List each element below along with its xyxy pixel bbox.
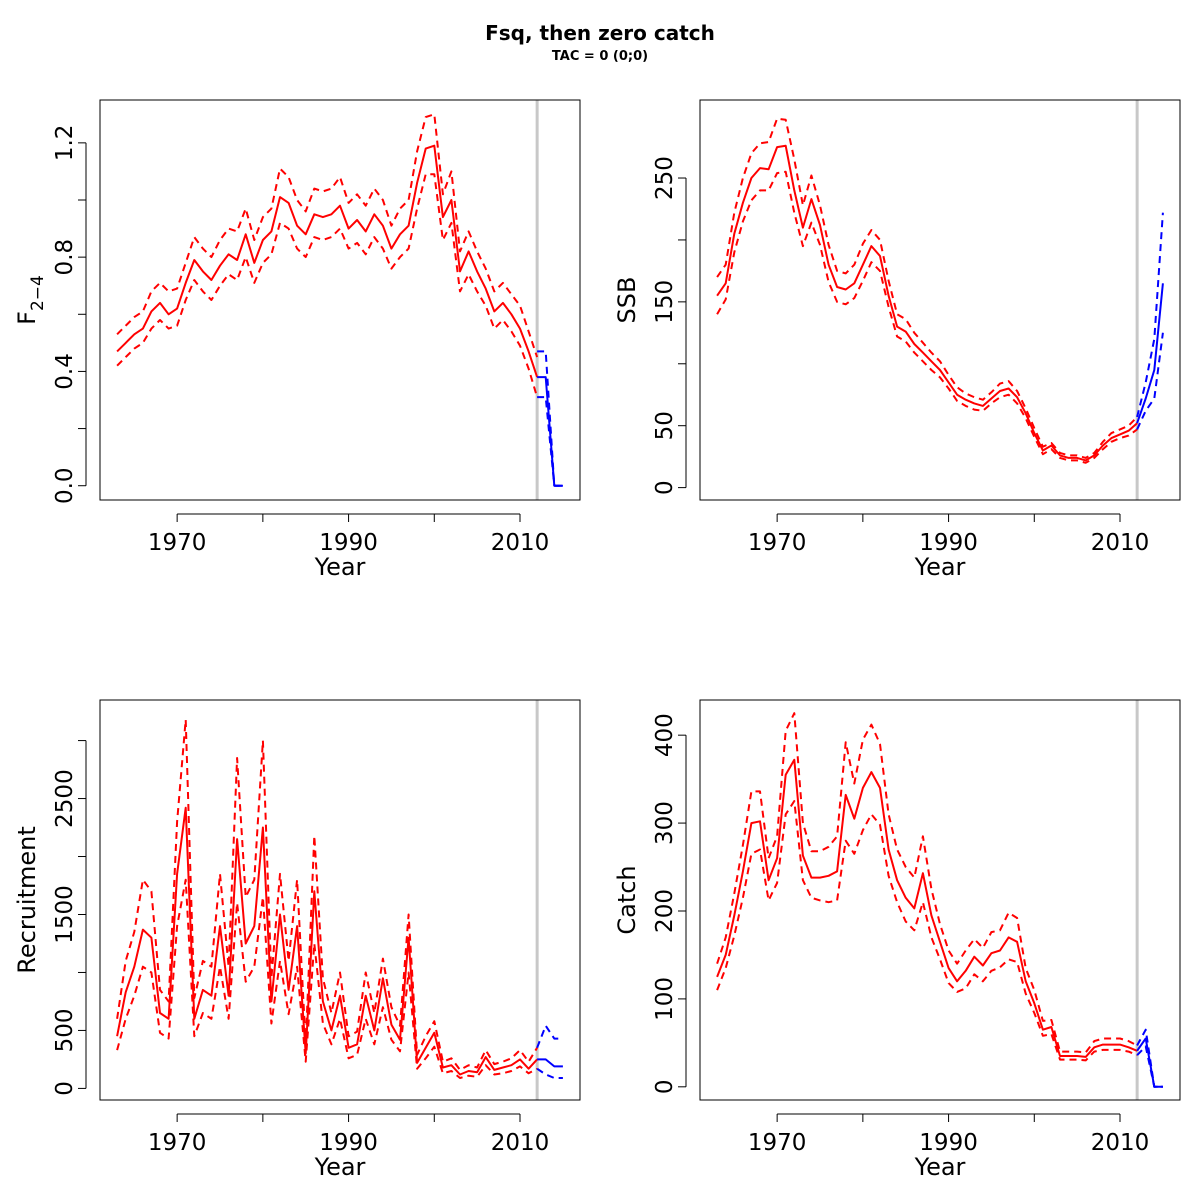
catch-x-tick-label: 2010 (1091, 1130, 1150, 1156)
fbar-history-estimate-line (116, 144, 539, 378)
catch-x-axis-label: Year (914, 1153, 966, 1181)
ssb-x-tick-label: 1990 (919, 530, 978, 556)
catch-forecast-bound-line (1136, 1045, 1163, 1088)
ssb-y-tick-label: 0 (652, 480, 678, 495)
catch-history-estimate-line (716, 758, 1138, 1058)
catch-y-tick-label: 0 (652, 1079, 678, 1094)
recruitment-panel: 1970 1990 2010 0 500 1500 2500 Year Recruitment (13, 699, 581, 1181)
figure-title: Fsq, then zero catch (485, 21, 715, 45)
catch-y-tick-label: 200 (652, 889, 678, 933)
ssb-y-tick-label: 50 (652, 411, 678, 440)
fbar-panel: 1970 1990 2010 0.0 0.4 0.8 1.2 Year F2−4 (13, 99, 581, 581)
catch-plot-box (699, 699, 1181, 1101)
fbar-x-tick-label: 1990 (319, 530, 378, 556)
fbar-history-bound-line (116, 113, 539, 358)
recruitment-x-tick-label: 2010 (491, 1130, 550, 1156)
recruitment-y-tick-label: 0 (52, 1081, 78, 1096)
recruitment-forecast-bound-line (536, 1024, 563, 1049)
figure-subtitle: TAC = 0 (0;0) (552, 49, 648, 64)
fbar-y-axis-label-subscript: 2−4 (28, 275, 48, 311)
recruitment-history-estimate-line (116, 806, 538, 1076)
catch-x-tick-label: 1990 (919, 1130, 978, 1156)
fbar-forecast-bound-line (537, 350, 563, 487)
ssb-history-bound-line (716, 170, 1138, 464)
recruitment-x-tick-label: 1970 (148, 1130, 207, 1156)
ssb-plot-box (699, 99, 1181, 501)
ssb-y-tick-label: 150 (652, 280, 678, 324)
fbar-x-tick-label: 2010 (491, 530, 550, 556)
fbar-x-axis-label: Year (314, 553, 366, 581)
recruitment-forecast-bound-line (536, 1067, 563, 1079)
catch-history-bound-line (716, 800, 1138, 1062)
recruitment-history-bound-line (116, 878, 538, 1079)
fbar-y-axis-label: F2−4 (13, 275, 48, 325)
recruitment-forecast-estimate-line (537, 1058, 563, 1068)
fbar-y-tick-label: 1.2 (52, 125, 78, 162)
recruitment-plot-box (99, 699, 581, 1101)
catch-y-tick-label: 400 (652, 713, 678, 757)
ssb-y-axis-label: SSB (613, 277, 641, 324)
catch-y-tick-label: 100 (652, 977, 678, 1021)
catch-panel: 1970 1990 2010 0 100 200 300 400 Year Catch (613, 699, 1181, 1181)
ssb-panel: 1970 1990 2010 0 50 150 250 Year SSB (613, 99, 1181, 581)
recruitment-y-tick-label: 500 (52, 1008, 78, 1052)
catch-y-tick-label: 300 (652, 801, 678, 845)
fbar-y-tick-label: 0.8 (52, 239, 78, 276)
catch-history-bound-line (716, 712, 1138, 1054)
catch-y-axis-label: Catch (613, 865, 641, 934)
fbar-y-tick-label: 0.0 (52, 467, 78, 504)
recruitment-x-axis-label: Year (314, 1153, 366, 1181)
recruitment-y-tick-label: 2500 (52, 769, 78, 828)
fbar-history-bound-line (116, 173, 539, 398)
catch-x-tick-label: 1970 (748, 1130, 807, 1156)
fbar-plot-box (99, 99, 581, 501)
recruitment-history-bound-line (116, 718, 538, 1071)
ssb-forecast-bound-line (1136, 212, 1164, 418)
recruitment-y-axis-label: Recruitment (13, 826, 41, 973)
recruitment-x-tick-label: 1990 (319, 1130, 378, 1156)
ssb-history-estimate-line (716, 144, 1138, 462)
ssb-x-tick-label: 1970 (748, 530, 807, 556)
fbar-x-tick-label: 1970 (148, 530, 207, 556)
ssb-forecast-bound-line (1136, 332, 1164, 430)
ssb-history-bound-line (716, 117, 1138, 459)
fbar-forecast-bound-line (537, 396, 563, 487)
ssb-x-axis-label: Year (914, 553, 966, 581)
fbar-y-axis-label-main: F (13, 311, 41, 325)
ssb-forecast-estimate-line (1136, 283, 1164, 424)
ssb-y-tick-label: 250 (652, 156, 678, 200)
recruitment-y-tick-label: 1500 (52, 885, 78, 944)
ssb-x-tick-label: 2010 (1091, 530, 1150, 556)
fbar-y-tick-label: 0.4 (52, 353, 78, 390)
